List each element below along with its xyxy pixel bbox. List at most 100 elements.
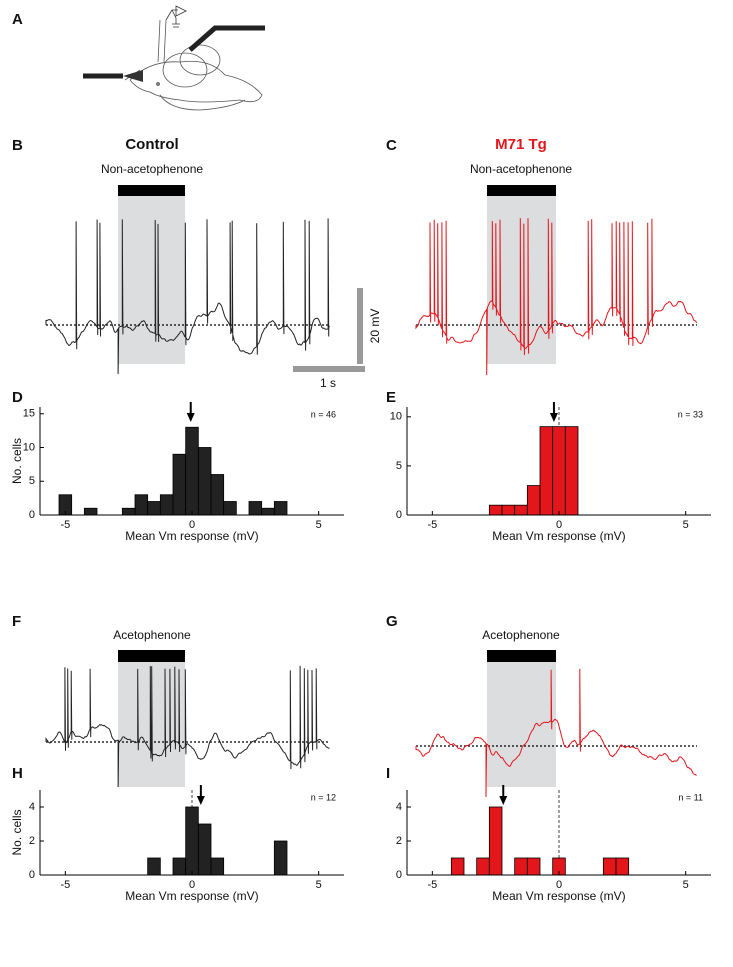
mean-arrowhead <box>196 796 205 805</box>
scale-label: 20 mV <box>368 309 382 344</box>
voltage-trace <box>415 218 698 376</box>
bar <box>552 426 566 516</box>
y-tick-label: 2 <box>29 835 35 847</box>
mean-arrowhead <box>499 796 508 805</box>
bar <box>159 494 174 516</box>
x-axis-label: Mean Vm response (mV) <box>492 889 625 903</box>
sample-size: n = 12 <box>311 792 336 802</box>
panel-label: E <box>386 389 396 406</box>
x-tick-label: -5 <box>60 519 70 531</box>
bar <box>488 504 503 516</box>
column-title: Control <box>125 136 178 153</box>
panel-label: H <box>12 765 23 782</box>
stimulus-window <box>487 196 556 364</box>
bar <box>514 504 528 516</box>
y-axis-label: No. cells <box>10 438 24 484</box>
x-tick-label: 0 <box>189 519 195 531</box>
bar <box>261 507 275 516</box>
bar <box>615 857 630 876</box>
voltage-trace <box>415 668 697 798</box>
bar <box>526 857 541 876</box>
sample-size: n = 46 <box>311 409 336 419</box>
panel-label: F <box>12 613 21 630</box>
amplifier <box>175 5 187 17</box>
x-tick-label: 5 <box>683 879 689 891</box>
y-tick-label: 15 <box>23 408 35 420</box>
bar <box>602 857 617 876</box>
bar <box>147 501 161 516</box>
mouse-schematic <box>124 19 263 111</box>
y-tick-label: 10 <box>23 441 35 453</box>
bar <box>134 494 149 516</box>
bar <box>488 806 503 876</box>
bar <box>197 447 212 516</box>
stimulus-window <box>487 662 556 787</box>
stimulus-label: Non-acetophenone <box>101 162 203 176</box>
stimulus-cone <box>123 70 143 82</box>
x-tick-label: 5 <box>316 519 322 531</box>
panel-label: G <box>386 613 398 630</box>
bar <box>526 485 541 516</box>
bar <box>476 857 490 876</box>
x-tick-label: 0 <box>556 879 562 891</box>
bar <box>185 426 199 516</box>
bar <box>564 426 579 516</box>
sample-size: n = 33 <box>678 409 703 419</box>
bar <box>83 507 98 516</box>
bar <box>223 501 237 516</box>
stimulus-bar <box>118 650 185 662</box>
stimulus-bar <box>487 650 556 662</box>
bar <box>273 501 288 516</box>
y-tick-label: 5 <box>29 475 35 487</box>
stimulus-label: Acetophenone <box>113 628 191 642</box>
bar <box>121 507 136 516</box>
bar <box>210 857 225 876</box>
panel-label: D <box>12 389 23 406</box>
x-tick-label: 5 <box>683 519 689 531</box>
bar <box>273 840 288 876</box>
voltage-trace <box>45 218 330 375</box>
y-tick-label: 4 <box>396 801 402 813</box>
scale-label: 1 s <box>320 376 336 390</box>
scale-bar-vertical <box>357 288 363 364</box>
y-tick-label: 0 <box>29 509 35 521</box>
x-axis-label: Mean Vm response (mV) <box>125 529 258 543</box>
y-tick-label: 0 <box>396 869 402 881</box>
x-tick-label: -5 <box>60 879 70 891</box>
panel-label: A <box>12 11 23 28</box>
panel-label: C <box>386 137 397 154</box>
scale-bar-horizontal <box>293 366 365 372</box>
sample-size: n = 11 <box>678 792 703 802</box>
y-tick-label: 10 <box>390 411 402 423</box>
bar <box>514 857 528 876</box>
stimulus-window <box>118 196 185 364</box>
x-axis-label: Mean Vm response (mV) <box>492 529 625 543</box>
bar <box>172 857 187 876</box>
x-tick-label: 5 <box>316 879 322 891</box>
bar <box>172 453 187 516</box>
panel-label: I <box>386 765 390 782</box>
mean-arrowhead <box>549 413 558 422</box>
mean-arrowhead <box>186 413 195 422</box>
x-axis-label: Mean Vm response (mV) <box>125 889 258 903</box>
voltage-trace <box>45 665 330 788</box>
stimulus-label: Acetophenone <box>482 628 560 642</box>
x-tick-label: -5 <box>427 879 437 891</box>
bar <box>210 474 225 516</box>
bar <box>248 501 263 516</box>
y-tick-label: 0 <box>29 869 35 881</box>
y-tick-label: 5 <box>396 460 402 472</box>
x-tick-label: 0 <box>189 879 195 891</box>
stimulus-bar <box>487 185 556 196</box>
y-axis-label: No. cells <box>10 809 24 855</box>
bar <box>450 857 465 876</box>
y-tick-label: 4 <box>29 801 35 813</box>
y-tick-label: 2 <box>396 835 402 847</box>
bar <box>501 504 516 516</box>
amplifier-symbol <box>165 9 180 28</box>
bar <box>185 806 199 876</box>
electrode-holder <box>188 25 265 52</box>
bar <box>539 426 554 516</box>
stimulus-bar <box>118 185 185 196</box>
